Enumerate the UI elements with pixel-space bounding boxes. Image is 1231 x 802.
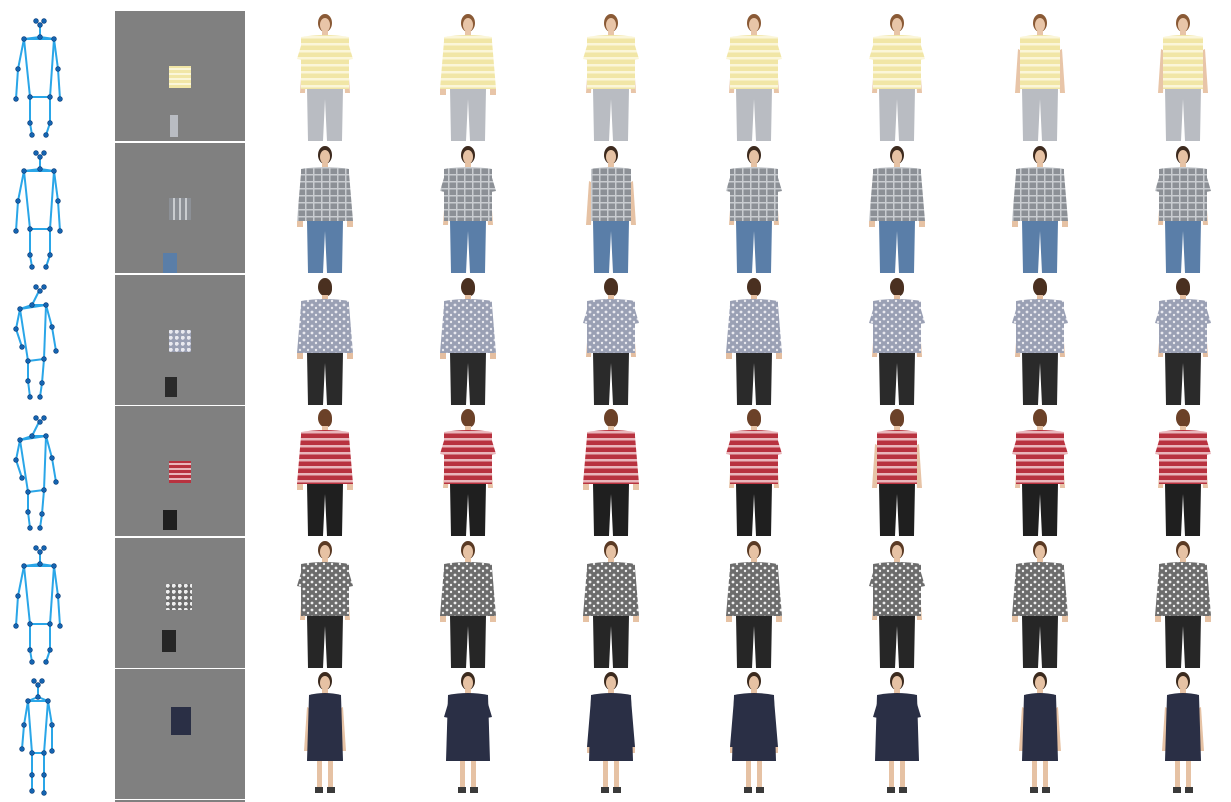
- upper-texture-patch: [166, 584, 192, 610]
- generated-person-image: [834, 11, 960, 141]
- generated-person-image: [548, 275, 674, 405]
- generated-person-image: [1120, 11, 1231, 141]
- lower-texture-patch: [163, 253, 177, 273]
- texture-patch-panel: [115, 538, 245, 668]
- upper-texture-patch: [171, 707, 191, 735]
- texture-patch-panel: [115, 406, 245, 536]
- upper-texture-patch: [169, 66, 191, 88]
- lower-texture-patch: [170, 115, 178, 137]
- generated-person-image: [1120, 275, 1231, 405]
- generated-person-image: [834, 406, 960, 536]
- pose-skeleton: [0, 538, 80, 668]
- pose-skeleton: [0, 275, 80, 405]
- generated-person-image: [977, 11, 1103, 141]
- generated-person-image: [834, 669, 960, 799]
- texture-patch-panel: [115, 11, 245, 141]
- texture-patch-panel: [115, 143, 245, 273]
- generated-person-image: [1120, 406, 1231, 536]
- generated-person-image: [691, 538, 817, 668]
- generated-person-image: [691, 406, 817, 536]
- upper-texture-patch: [169, 461, 191, 483]
- texture-patch-panel: [115, 669, 245, 799]
- upper-texture-patch: [169, 330, 191, 352]
- generated-person-image: [548, 11, 674, 141]
- generated-person-image: [262, 143, 388, 273]
- texture-patch-panel: [115, 275, 245, 405]
- generated-person-image: [1120, 143, 1231, 273]
- pose-skeleton: [0, 406, 80, 536]
- generated-person-image: [691, 275, 817, 405]
- pose-skeleton: [0, 11, 80, 141]
- generated-person-image: [405, 275, 531, 405]
- generated-person-image: [405, 669, 531, 799]
- generated-person-image: [977, 275, 1103, 405]
- upper-texture-patch: [169, 198, 191, 220]
- generated-person-image: [262, 275, 388, 405]
- generated-person-image: [977, 669, 1103, 799]
- lower-texture-patch: [162, 630, 176, 652]
- generated-person-image: [262, 406, 388, 536]
- generated-person-image: [834, 538, 960, 668]
- generated-person-image: [548, 406, 674, 536]
- generated-person-image: [834, 143, 960, 273]
- next-row-edge: [115, 800, 245, 802]
- generated-person-image: [405, 143, 531, 273]
- generated-person-image: [548, 143, 674, 273]
- generated-person-image: [1120, 538, 1231, 668]
- generated-person-image: [405, 406, 531, 536]
- generated-person-image: [691, 11, 817, 141]
- generated-person-image: [262, 538, 388, 668]
- generated-person-image: [691, 669, 817, 799]
- pose-skeleton: [0, 669, 80, 799]
- generated-person-image: [405, 538, 531, 668]
- generated-person-image: [1120, 669, 1231, 799]
- generated-person-image: [262, 11, 388, 141]
- generated-person-image: [405, 11, 531, 141]
- generated-person-image: [834, 275, 960, 405]
- generated-person-image: [691, 143, 817, 273]
- generated-person-image: [548, 669, 674, 799]
- lower-texture-patch: [165, 377, 177, 397]
- generated-person-image: [977, 538, 1103, 668]
- generated-person-image: [977, 143, 1103, 273]
- generated-person-image: [977, 406, 1103, 536]
- generated-person-image: [548, 538, 674, 668]
- lower-texture-patch: [163, 510, 177, 530]
- pose-skeleton: [0, 143, 80, 273]
- generated-person-image: [262, 669, 388, 799]
